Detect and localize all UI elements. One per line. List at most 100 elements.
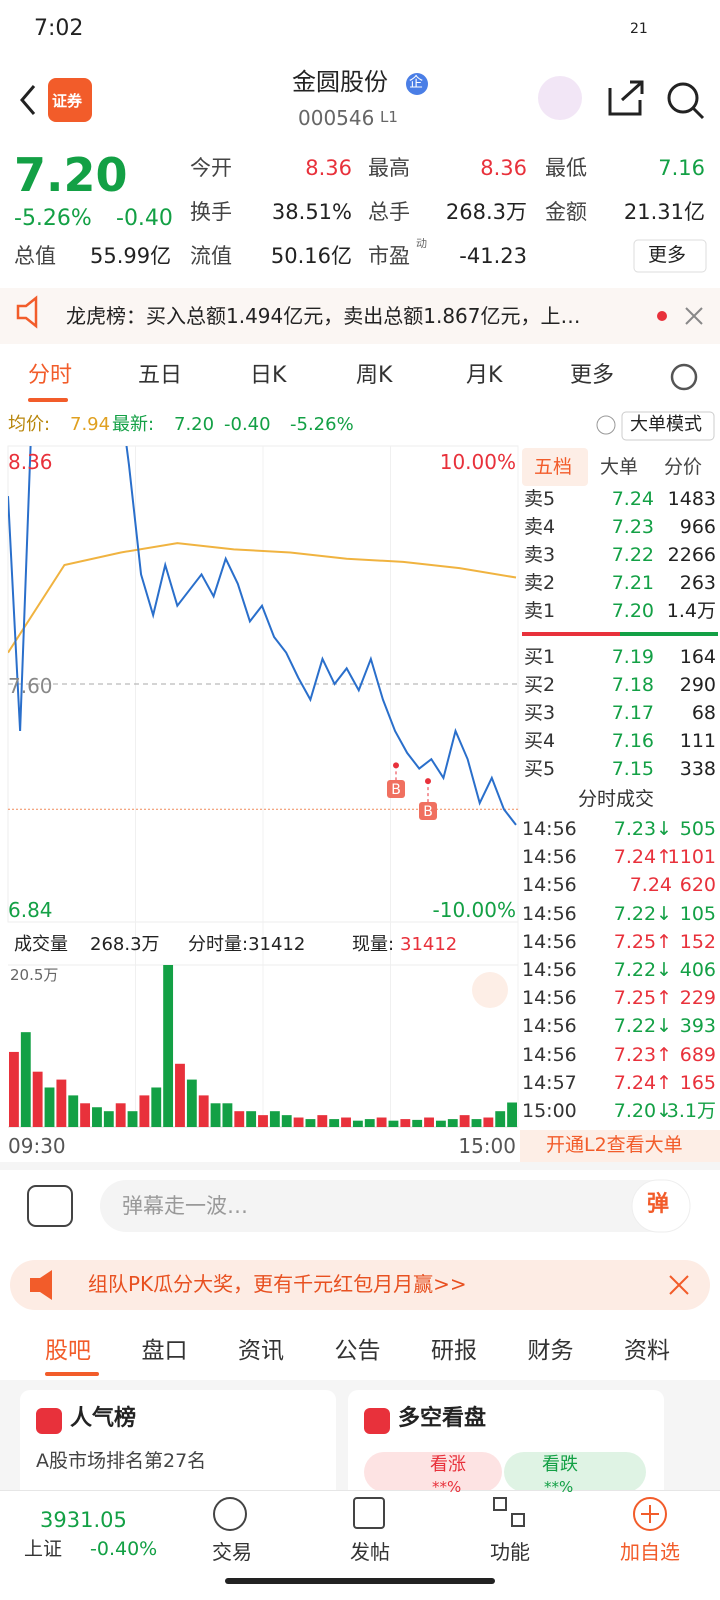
stat-value: 38.51% <box>271 200 352 224</box>
nav-item[interactable]: 交易 <box>212 1540 252 1564</box>
volume-bar <box>127 1111 138 1127</box>
nav-item[interactable]: 发帖 <box>350 1540 390 1564</box>
bear-pct: **% <box>544 1478 574 1496</box>
sep <box>0 1162 720 1170</box>
bull[interactable]: 看涨 <box>430 1454 466 1475</box>
notice-bg <box>0 288 720 344</box>
trade-price: 7.23↑ <box>613 1043 672 1066</box>
trade-price: 7.22↓ <box>613 902 672 925</box>
promo[interactable]: 组队PK瓜分大奖，更有千元红包月月赢>> <box>88 1272 467 1296</box>
volume-bar <box>56 1079 67 1127</box>
volume-bar <box>341 1117 351 1127</box>
pe-tag: 动 <box>416 237 427 250</box>
search-icon[interactable] <box>667 82 699 114</box>
pct-max: 10.00% <box>439 450 516 474</box>
settings-icon[interactable] <box>670 363 698 391</box>
close-icon[interactable] <box>685 307 703 325</box>
volume-bar <box>9 1051 19 1127</box>
volume-bar <box>471 1119 482 1127</box>
pct-min: -10.00% <box>432 898 516 922</box>
trade-volume: 689 <box>679 1043 716 1066</box>
bull-bg[interactable] <box>364 1452 502 1492</box>
x-start: 09:30 <box>8 1134 66 1158</box>
volume-bar <box>317 1115 328 1127</box>
section-tab[interactable]: 研报 <box>431 1338 477 1364</box>
l2-bg[interactable] <box>520 1130 720 1162</box>
volume-bar <box>163 965 174 1127</box>
mode-button[interactable]: 大单模式 <box>630 414 702 435</box>
y-mid: 7.60 <box>8 674 53 698</box>
comment-input[interactable]: 弹幕走一波… <box>122 1194 248 1218</box>
card-title: 多空看盘 <box>398 1406 487 1431</box>
tab[interactable]: 周K <box>356 363 393 388</box>
trade-time: 14:56 <box>522 846 577 869</box>
trade-time: 14:56 <box>522 987 577 1010</box>
trade-time: 14:56 <box>522 818 577 840</box>
stat-label: 最高 <box>368 156 410 180</box>
avg-bar: 7.20 <box>174 414 215 435</box>
stat-value: -41.23 <box>459 244 527 268</box>
marker-box <box>387 780 405 798</box>
section-tab[interactable]: 股吧 <box>45 1338 91 1364</box>
book-tab[interactable]: 分价 <box>664 456 703 478</box>
volume-bar <box>388 1120 399 1127</box>
volume-bar <box>20 1032 31 1127</box>
tab[interactable]: 月K <box>466 363 503 388</box>
trade-price: 7.24↑ <box>613 1071 672 1094</box>
trade-volume: 105 <box>679 902 716 925</box>
bear[interactable]: 看跌 <box>542 1454 578 1475</box>
current-volume: 31412 <box>400 934 458 955</box>
book-tab[interactable]: 五档 <box>534 456 573 478</box>
comment-input[interactable] <box>100 1180 690 1232</box>
book-label: 买4 <box>524 730 556 752</box>
stat-value: 268.3万 <box>445 200 527 224</box>
card[interactable] <box>20 1390 336 1500</box>
section-tab[interactable]: 资料 <box>624 1338 670 1364</box>
mode-button[interactable] <box>621 411 715 441</box>
stat-label: 总值 <box>14 244 56 268</box>
volume-label: 成交量 <box>14 934 68 955</box>
l2-button[interactable]: 开通L2查看大单 <box>546 1134 683 1156</box>
section-tab[interactable]: 财务 <box>527 1338 574 1364</box>
index-name: 上证 <box>24 1538 63 1560</box>
trade-volume: 1101 <box>667 846 716 869</box>
tab[interactable]: 分时 <box>28 363 73 388</box>
share-icon[interactable] <box>608 80 644 116</box>
volume-bar <box>483 1117 494 1127</box>
volume-bar <box>293 1117 304 1127</box>
logo <box>48 78 92 122</box>
trade-time: 14:56 <box>522 1015 577 1038</box>
danmu-button[interactable]: 弹 <box>647 1192 670 1217</box>
comment-icon[interactable] <box>27 1185 73 1227</box>
marker-dot <box>393 762 399 769</box>
volume-bar <box>364 1119 375 1127</box>
promo-bg[interactable] <box>10 1260 710 1310</box>
book-label: 卖3 <box>524 544 556 566</box>
volume-bar <box>32 1071 43 1127</box>
back-icon[interactable] <box>20 85 36 115</box>
more-button[interactable]: 更多 <box>648 244 687 266</box>
trade-icon <box>213 1497 247 1531</box>
avatar[interactable] <box>538 76 582 120</box>
bear-bg[interactable] <box>504 1452 646 1492</box>
nav-item[interactable]: 加自选 <box>620 1540 680 1564</box>
stat-label: 换手 <box>190 200 232 224</box>
section-tab[interactable]: 公告 <box>334 1338 381 1364</box>
stat-label: 流值 <box>190 244 232 268</box>
section-tab[interactable]: 盘口 <box>141 1338 188 1364</box>
book-volume: 263 <box>679 572 716 594</box>
expand-icon[interactable] <box>472 972 508 1008</box>
tab[interactable]: 五日 <box>138 363 183 388</box>
tab[interactable]: 日K <box>250 363 287 388</box>
section-tab[interactable]: 资讯 <box>238 1338 284 1364</box>
book-price: 7.24 <box>611 488 654 510</box>
more-button[interactable] <box>633 239 707 273</box>
book-price: 7.15 <box>611 758 654 780</box>
book-tab-active[interactable] <box>522 448 588 486</box>
tab[interactable]: 更多 <box>570 363 615 388</box>
danmu-button[interactable] <box>631 1179 691 1233</box>
close-icon[interactable] <box>669 1275 689 1295</box>
nav-item[interactable]: 功能 <box>490 1540 530 1564</box>
promo-icon <box>30 1270 52 1300</box>
book-tab[interactable]: 大单 <box>600 456 639 478</box>
